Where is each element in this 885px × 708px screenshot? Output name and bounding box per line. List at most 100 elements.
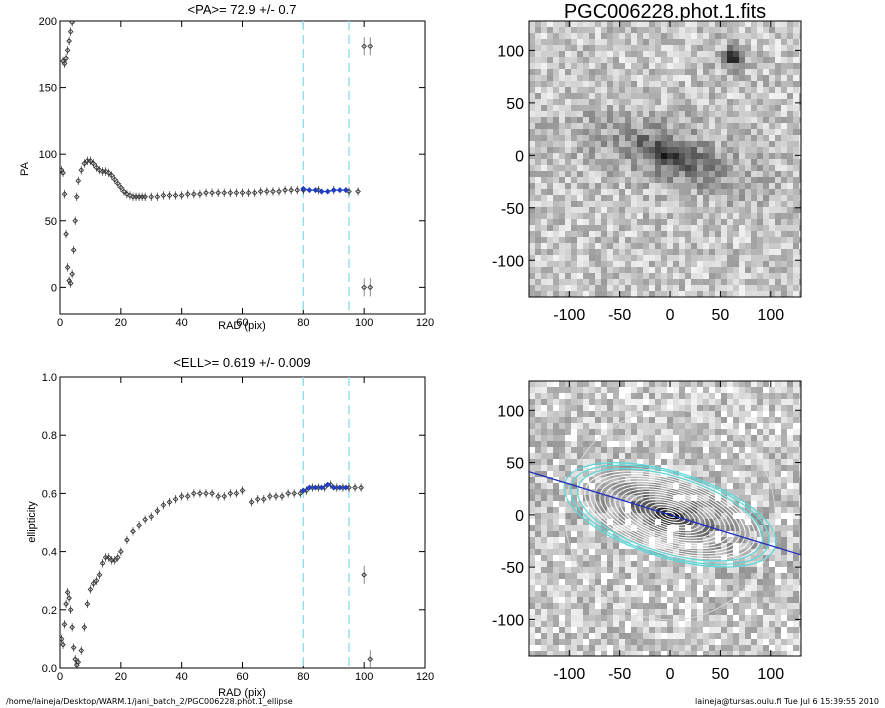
img1-pixel (541, 285, 548, 292)
img2-pixel (643, 453, 650, 460)
img1-pixel (547, 81, 554, 88)
img1-pixel (649, 285, 656, 292)
img2-pixel (559, 537, 566, 544)
ell-point (117, 548, 124, 555)
img1-pixel (559, 165, 566, 172)
img2-pixel (751, 591, 758, 598)
img2-pixel (751, 633, 758, 640)
img1-pixel (733, 177, 740, 184)
img2-pixel (565, 561, 572, 568)
img2-pixel (709, 507, 716, 514)
img2-pixel (691, 447, 698, 454)
img1-pixel (565, 213, 572, 220)
img1-pixel (727, 21, 734, 28)
img2-pixel (757, 435, 764, 442)
img2-pixel (715, 417, 722, 424)
img2-pixel (655, 447, 662, 454)
img2-pixel (667, 411, 674, 418)
img1-pixel (649, 21, 656, 28)
img1-pixel (715, 201, 722, 208)
img2-pixel (661, 567, 668, 574)
img1-pixel (607, 87, 614, 94)
img1-pixel (709, 231, 716, 238)
img2-pixel (799, 465, 801, 472)
img2-pixel (631, 621, 638, 628)
img1-pixel (757, 33, 764, 40)
img1-pixel (769, 189, 776, 196)
img1-pixel (721, 21, 728, 28)
img1-pixel (571, 237, 578, 244)
img1-pixel (697, 291, 704, 297)
img1-pixel (619, 153, 626, 160)
img2-pixel (547, 435, 554, 442)
img1-pixel (697, 201, 704, 208)
img2-pixel (559, 453, 566, 460)
img2-pixel (799, 609, 801, 616)
pa-fit-point (336, 187, 343, 194)
img2-pixel (559, 405, 566, 412)
img1-pixel (583, 189, 590, 196)
img1-pixel (553, 183, 560, 190)
img1-pixel (637, 105, 644, 112)
img1-pixel (559, 21, 566, 28)
img1-pixel (643, 117, 650, 124)
img1-pixel (535, 249, 542, 256)
img1-pixel (529, 111, 536, 118)
img2-pixel (775, 435, 782, 442)
img1-pixel (547, 261, 554, 268)
img1-pixel (739, 267, 746, 274)
pa-point (78, 167, 85, 174)
img1-pixel (787, 243, 794, 250)
img1-pixel (583, 291, 590, 297)
img1-pixel (589, 123, 596, 130)
img2-pixel (799, 447, 801, 454)
img2-pixel (799, 435, 801, 442)
img2-pixel (649, 477, 656, 484)
img2-pixel (631, 561, 638, 568)
img1-pixel (685, 195, 692, 202)
img1-pixel (595, 243, 602, 250)
img2-pixel (565, 555, 572, 562)
img1-pixel (709, 33, 716, 40)
ell-xtick-label: 80 (297, 671, 309, 683)
img1-pixel (793, 93, 800, 100)
img1-pixel (559, 195, 566, 202)
img1-pixel (691, 93, 698, 100)
img2-pixel (607, 621, 614, 628)
img1-pixel (661, 279, 668, 286)
img1-pixel (607, 243, 614, 250)
img1-pixel (775, 135, 782, 142)
img1-pixel (613, 279, 620, 286)
img1-pixel (577, 45, 584, 52)
img1-pixel (739, 75, 746, 82)
img1-pixel (529, 147, 536, 154)
img2-pixel (643, 381, 650, 388)
img1-pixel (667, 261, 674, 268)
img1-pixel (661, 159, 668, 166)
img1-pixel (649, 135, 656, 142)
img1-pixel (613, 21, 620, 28)
img2-pixel (529, 633, 536, 640)
img1-pixel (739, 183, 746, 190)
img2-pixel (685, 435, 692, 442)
img2-pixel (775, 567, 782, 574)
img2-pixel (763, 453, 770, 460)
img2-pixel (571, 621, 578, 628)
img2-pixel (799, 549, 801, 556)
img2-pixel (559, 399, 566, 406)
img2-pixel (793, 567, 800, 574)
img2-pixel (649, 495, 656, 502)
img1-pixel (787, 45, 794, 52)
img1-pixel (607, 141, 614, 148)
img2-pixel (739, 531, 746, 538)
img2-pixel (697, 609, 704, 616)
img2-pixel (547, 393, 554, 400)
img1-pixel (655, 33, 662, 40)
img1-pixel (697, 135, 704, 142)
img1-pixel (739, 153, 746, 160)
img2-pixel (709, 447, 716, 454)
img1-pixel (529, 249, 536, 256)
img1-pixel (631, 147, 638, 154)
img1-pixel (643, 87, 650, 94)
img1-pixel (655, 153, 662, 160)
